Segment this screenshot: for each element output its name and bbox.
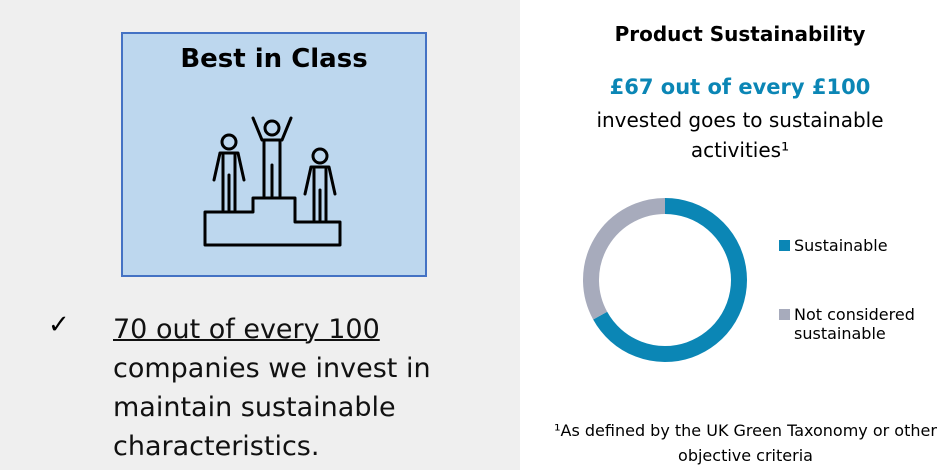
subtitle: invested goes to sustainable activities¹ (596, 108, 884, 162)
legend: Sustainable Not considered sustainable (779, 236, 939, 393)
highlight-box (121, 32, 427, 277)
donut-chart (583, 198, 747, 362)
donut-segment (593, 198, 747, 362)
highlight-text: 70 out of every 100 (113, 314, 380, 345)
check-mark: ✓ (48, 310, 70, 340)
legend-label: Sustainable (794, 236, 888, 255)
podium-icon (203, 116, 342, 247)
chart-title: Product Sustainability (614, 22, 866, 46)
legend-swatch (779, 309, 790, 320)
legend-item: Not considered sustainable (779, 305, 939, 343)
legend-swatch (779, 240, 790, 251)
legend-label: Not considered sustainable (794, 305, 915, 343)
donut-segment (583, 198, 666, 320)
box-title: Best in Class (180, 44, 368, 74)
body-text: 70 out of every 100 companies we invest … (113, 310, 508, 466)
footnote: ¹As defined by the UK Green Taxonomy or … (554, 421, 937, 465)
legend-item: Sustainable (779, 236, 939, 255)
headline: £67 out of every £100 (609, 75, 871, 99)
text: companies we invest in maintain sustaina… (113, 353, 431, 462)
